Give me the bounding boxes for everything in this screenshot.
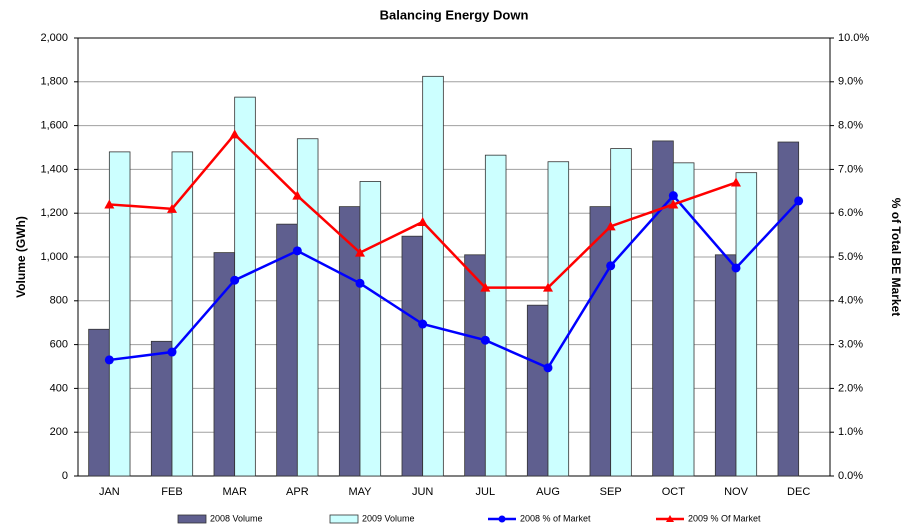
bar (672, 162, 695, 477)
chart-title: Balancing Energy Down (380, 7, 529, 22)
bar (777, 141, 800, 477)
legend-swatch (329, 514, 359, 524)
y2-tick-label: 5.0% (838, 251, 863, 263)
y-tick-label: 1,600 (40, 120, 68, 132)
x-tick-label: OCT (662, 486, 686, 498)
y2-tick-label: 0.0% (838, 470, 863, 482)
y2-tick-label: 1.0% (838, 426, 863, 438)
marker (543, 282, 553, 292)
y2-tick-label: 10.0% (838, 32, 869, 44)
y2-tick-label: 6.0% (838, 207, 863, 219)
y2-tick-label: 4.0% (838, 295, 863, 307)
bar (88, 328, 110, 477)
x-tick-label: JUN (412, 486, 433, 498)
bar (234, 96, 256, 477)
marker (543, 363, 553, 373)
y2-tick-label: 7.0% (838, 163, 863, 175)
y-tick-label: 1,400 (40, 163, 68, 175)
x-tick-label: DEC (787, 486, 810, 498)
y2-tick-label: 9.0% (838, 76, 863, 88)
marker (104, 355, 114, 365)
bar (422, 75, 444, 477)
legend-label: 2009 Volume (362, 513, 415, 523)
x-tick-label: JUL (476, 486, 496, 498)
marker (605, 221, 616, 231)
bar (589, 206, 612, 477)
bar (464, 254, 486, 477)
bar (359, 181, 382, 477)
legend-marker (666, 515, 674, 522)
bar (296, 138, 319, 477)
marker (668, 191, 678, 201)
x-tick-label: AUG (536, 486, 560, 498)
marker (292, 246, 302, 256)
marker (418, 319, 428, 329)
bar (484, 154, 507, 477)
y-tick-label: 1,000 (40, 251, 68, 263)
marker (794, 196, 804, 206)
bar (714, 254, 737, 477)
marker (229, 129, 240, 139)
bar (108, 151, 131, 477)
bar (547, 161, 570, 477)
bar (735, 172, 758, 477)
line (109, 193, 800, 370)
y-tick-label: 2,000 (40, 32, 68, 44)
bar (150, 340, 173, 477)
legend-swatch (177, 514, 207, 524)
legend-label: 2009 % Of Market (688, 513, 761, 523)
bar (610, 148, 632, 477)
plot-frame (77, 37, 831, 477)
marker (731, 177, 741, 187)
bar (526, 304, 549, 477)
y-tick-label: 1,800 (40, 76, 68, 88)
y2-tick-label: 3.0% (838, 339, 863, 351)
y-tick-label: 0 (62, 470, 68, 482)
marker (480, 282, 491, 292)
y-axis-title: Volume (GWh) (14, 216, 28, 298)
y-tick-label: 200 (50, 426, 68, 438)
y2-tick-label: 8.0% (838, 120, 863, 132)
bar (652, 140, 674, 477)
marker (292, 190, 303, 200)
x-tick-label: FEB (161, 486, 182, 498)
bar (276, 223, 298, 477)
y-tick-label: 800 (50, 295, 68, 307)
x-tick-label: MAR (222, 486, 247, 498)
legend-label: 2008 % of Market (520, 513, 591, 523)
marker (417, 216, 428, 226)
marker (167, 203, 177, 213)
legend-marker (498, 515, 506, 523)
x-tick-label: JAN (99, 486, 120, 498)
bar (338, 206, 361, 477)
y-tick-label: 600 (50, 339, 68, 351)
bar (401, 235, 424, 477)
x-tick-label: APR (286, 486, 309, 498)
x-tick-label: MAY (348, 486, 372, 498)
bar (171, 151, 194, 477)
legend-label: 2008 Volume (210, 513, 263, 523)
marker (480, 335, 490, 345)
marker (731, 263, 741, 273)
y-tick-label: 400 (50, 382, 68, 394)
marker (668, 199, 679, 209)
legend: 2008 Volume 2009 Volume 2008 % of Market 20… (177, 513, 761, 524)
marker (355, 278, 365, 288)
marker (104, 199, 115, 209)
marker (167, 347, 177, 357)
marker (355, 247, 365, 257)
y2-tick-label: 2.0% (838, 382, 863, 394)
x-tick-label: NOV (724, 486, 749, 498)
x-tick-label: SEP (600, 486, 622, 498)
y2-axis-title: % of Total BE Market (889, 198, 903, 316)
marker (606, 261, 616, 271)
y-tick-label: 1,200 (40, 207, 68, 219)
bar (213, 252, 236, 477)
marker (230, 275, 240, 285)
